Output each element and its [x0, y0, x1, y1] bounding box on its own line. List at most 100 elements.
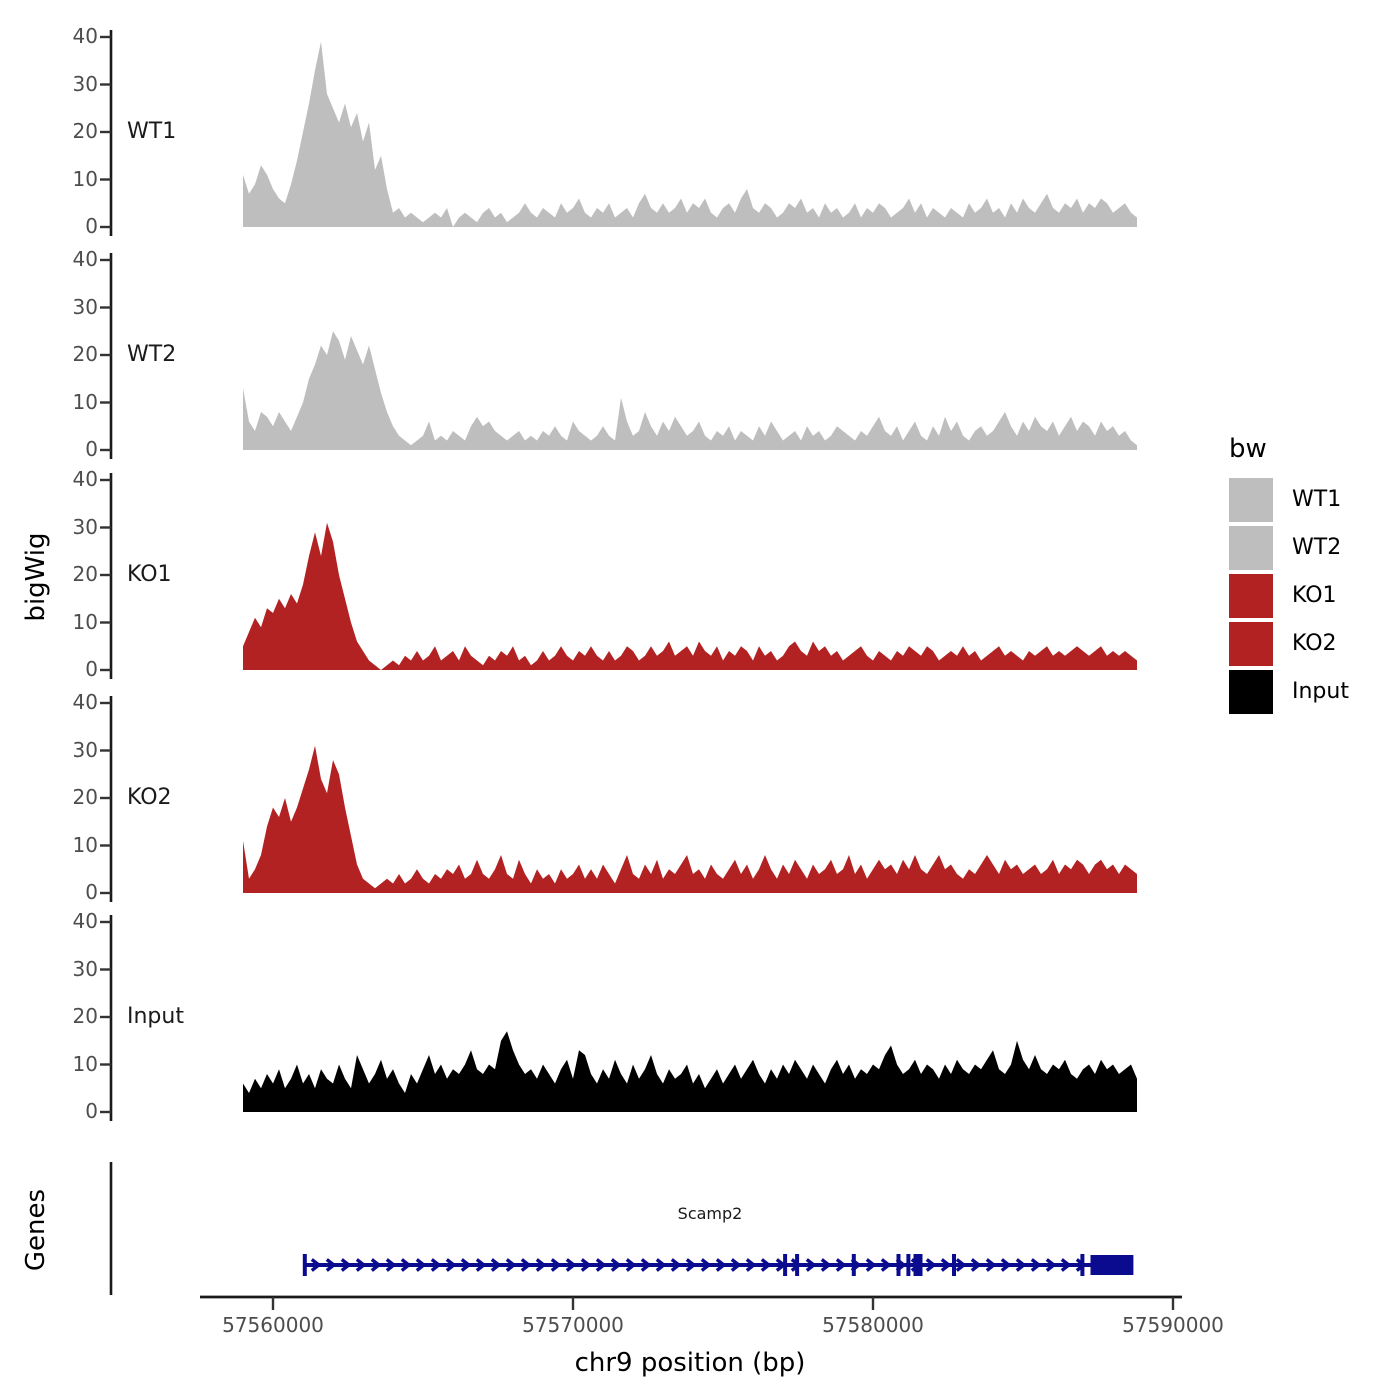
strand-arrow: [400, 1258, 412, 1272]
strand-arrow: [745, 1258, 757, 1272]
y-tick-label-KO1-20: 20: [72, 562, 98, 586]
strand-arrow: [415, 1258, 427, 1272]
track-label-Input: Input: [127, 1004, 184, 1029]
y-tick-label-KO1-40: 40: [72, 467, 98, 491]
strand-arrow: [460, 1258, 472, 1272]
strand-arrow: [340, 1258, 352, 1272]
strand-arrow: [550, 1258, 562, 1272]
legend-key-Input: [1229, 670, 1273, 714]
y-tick-label-KO2-10: 10: [72, 832, 98, 857]
x-tick-label-57560000: 57560000: [222, 1313, 324, 1337]
y-tick-label-WT2-10: 10: [72, 389, 98, 414]
y-tick-label-WT2-30: 30: [72, 294, 98, 319]
strand-arrow: [940, 1258, 952, 1272]
x-tick-label-57590000: 57590000: [1122, 1313, 1224, 1337]
strand-arrow: [325, 1258, 337, 1272]
strand-arrow: [730, 1258, 742, 1272]
strand-arrow: [370, 1258, 382, 1272]
strand-arrow: [760, 1258, 772, 1272]
strand-arrow: [820, 1258, 832, 1272]
y-tick-label-KO1-30: 30: [72, 514, 98, 539]
strand-arrow: [610, 1258, 622, 1272]
y-tick-label-Input-30: 30: [72, 956, 98, 981]
coverage-area-WT1: [243, 41, 1137, 227]
strand-arrow: [835, 1258, 847, 1272]
y-tick-label-WT1-0: 0: [85, 214, 98, 238]
y-tick-label-WT2-40: 40: [72, 247, 98, 271]
y-tick-label-Input-10: 10: [72, 1051, 98, 1076]
strand-arrow: [700, 1258, 712, 1272]
legend-title: bw: [1229, 434, 1267, 464]
strand-arrow: [865, 1258, 877, 1272]
coverage-area-KO2: [243, 745, 1137, 893]
strand-arrow: [640, 1258, 652, 1272]
y-tick-label-Input-40: 40: [72, 909, 98, 933]
exon-tick: [896, 1254, 901, 1276]
legend-key-KO1: [1229, 574, 1273, 618]
exon-tick: [952, 1254, 956, 1276]
y-tick-label-KO1-10: 10: [72, 609, 98, 634]
track-label-WT2: WT2: [127, 342, 177, 367]
strand-arrow: [670, 1258, 682, 1272]
legend-label-KO1: KO1: [1292, 583, 1337, 608]
strand-arrow: [970, 1258, 982, 1272]
y-tick-label-KO1-0: 0: [85, 657, 98, 681]
legend-key-WT2: [1229, 526, 1273, 570]
x-tick-label-57570000: 57570000: [522, 1313, 624, 1337]
strand-arrow: [535, 1258, 547, 1272]
legend-label-KO2: KO2: [1292, 631, 1337, 656]
strand-arrow: [565, 1258, 577, 1272]
y-tick-label-KO2-40: 40: [72, 690, 98, 714]
x-tick-label-57580000: 57580000: [822, 1313, 924, 1337]
strand-arrow: [985, 1258, 997, 1272]
legend-key-WT1: [1229, 478, 1273, 522]
y-tick-label-WT1-10: 10: [72, 166, 98, 191]
strand-arrow: [355, 1258, 367, 1272]
y-tick-label-Input-20: 20: [72, 1004, 98, 1028]
coverage-area-Input: [243, 1031, 1137, 1112]
strand-arrow: [580, 1258, 592, 1272]
exon-tick: [302, 1254, 307, 1276]
exon-tick: [906, 1254, 911, 1276]
strand-arrow: [1000, 1258, 1012, 1272]
strand-arrow: [1030, 1258, 1042, 1272]
strand-arrow: [1045, 1258, 1057, 1272]
strand-arrow: [715, 1258, 727, 1272]
gene-name-label: Scamp2: [677, 1204, 743, 1223]
exon-tick: [1080, 1254, 1085, 1276]
strand-arrow: [475, 1258, 487, 1272]
strand-arrow: [805, 1258, 817, 1272]
strand-arrow: [625, 1258, 637, 1272]
x-axis-title: chr9 position (bp): [574, 1348, 806, 1378]
strand-arrow: [385, 1258, 397, 1272]
strand-arrow: [655, 1258, 667, 1272]
strand-arrow: [1060, 1258, 1072, 1272]
strand-arrow: [595, 1258, 607, 1272]
y-tick-label-Input-0: 0: [85, 1099, 98, 1123]
gene-end-exon-box: [1090, 1255, 1134, 1275]
strand-arrow: [520, 1258, 532, 1272]
exon-block: [913, 1254, 923, 1276]
strand-arrow: [445, 1258, 457, 1272]
y-tick-label-WT2-20: 20: [72, 342, 98, 366]
y-tick-label-WT2-0: 0: [85, 437, 98, 461]
legend-label-WT2: WT2: [1292, 535, 1342, 560]
legend-label-WT1: WT1: [1292, 487, 1342, 512]
strand-arrow: [685, 1258, 697, 1272]
y-tick-label-KO2-0: 0: [85, 880, 98, 904]
strand-arrow: [505, 1258, 517, 1272]
track-label-WT1: WT1: [127, 119, 177, 144]
strand-arrow: [490, 1258, 502, 1272]
strand-arrow: [310, 1258, 322, 1272]
exon-tick: [783, 1254, 788, 1276]
legend-key-KO2: [1229, 622, 1273, 666]
exon-tick: [795, 1254, 800, 1276]
y-tick-label-WT1-40: 40: [72, 24, 98, 48]
strand-arrow: [925, 1258, 937, 1272]
coverage-area-KO1: [243, 522, 1137, 670]
y-tick-label-KO2-20: 20: [72, 785, 98, 809]
track-label-KO2: KO2: [127, 785, 172, 810]
track-label-KO1: KO1: [127, 562, 172, 587]
